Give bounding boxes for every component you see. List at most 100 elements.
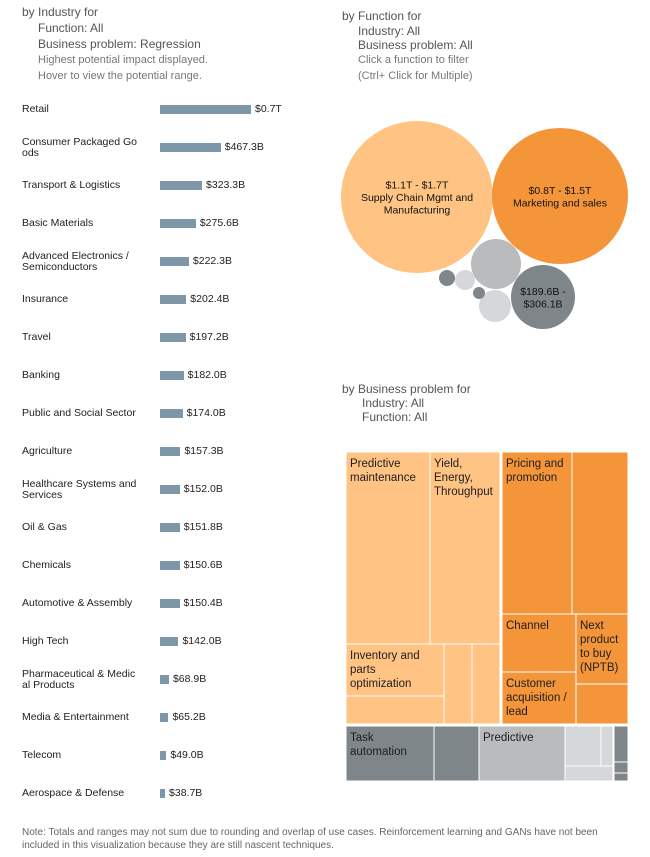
treemap-cell-rect[interactable] — [443, 643, 473, 725]
industry-label[interactable]: Media & Entertainment — [22, 712, 150, 723]
treemap-cell[interactable] — [471, 643, 501, 725]
treemap-cell[interactable]: Predictive — [478, 725, 566, 782]
industry-label[interactable]: Aerospace & Defense — [22, 788, 150, 799]
problem-panel-industry-filter[interactable]: Industry: All — [362, 396, 425, 410]
industry-bar[interactable] — [160, 637, 179, 646]
treemap-cell-rect[interactable] — [575, 683, 629, 725]
industry-label[interactable]: Pharmaceutical & Medic al Products — [22, 669, 150, 691]
treemap-cell-rect[interactable] — [600, 725, 614, 767]
industry-label[interactable]: Basic Materials — [22, 218, 150, 229]
industry-bar[interactable] — [160, 751, 167, 760]
industry-label[interactable]: Chemicals — [22, 560, 150, 571]
industry-bar[interactable] — [160, 789, 166, 798]
industry-label[interactable]: High Tech — [22, 636, 150, 647]
industry-label[interactable]: Automotive & Assembly — [22, 598, 150, 609]
function-bubble[interactable] — [479, 290, 511, 322]
treemap-cell[interactable]: Yield, Energy, Throughput — [429, 452, 501, 645]
industry-bar[interactable] — [160, 371, 184, 380]
industry-bar[interactable] — [160, 561, 180, 570]
treemap-cell[interactable] — [443, 643, 473, 725]
treemap-cell[interactable] — [564, 765, 614, 782]
industry-bar[interactable] — [160, 599, 180, 608]
industry-panel-problem-filter[interactable]: Business problem: Regression — [38, 37, 201, 51]
treemap-cell[interactable]: Task automation — [346, 725, 435, 782]
treemap-cell[interactable]: Channel — [501, 613, 577, 673]
treemap-cell-rect[interactable] — [613, 772, 629, 782]
treemap-cell-rect[interactable] — [471, 643, 501, 725]
industry-panel-function-filter[interactable]: Function: All — [38, 21, 104, 35]
industry-bar[interactable] — [160, 295, 187, 304]
industry-label[interactable]: Public and Social Sector — [22, 408, 150, 419]
industry-bar[interactable] — [160, 333, 186, 342]
industry-bar[interactable] — [160, 219, 196, 228]
treemap-cell[interactable] — [564, 725, 602, 767]
industry-label[interactable]: Oil & Gas — [22, 522, 150, 533]
function-bubble-circle[interactable] — [511, 265, 575, 329]
function-panel-industry-filter[interactable]: Industry: All — [358, 24, 421, 38]
function-bubble-circle[interactable] — [492, 128, 628, 264]
industry-bar[interactable] — [160, 257, 189, 266]
treemap-cell-rect[interactable] — [346, 725, 435, 782]
industry-bar[interactable] — [160, 485, 180, 494]
treemap-cell-rect[interactable] — [564, 725, 602, 767]
function-bubble-circle[interactable] — [439, 270, 455, 286]
industry-label[interactable]: Agriculture — [22, 446, 150, 457]
treemap-cell[interactable] — [571, 452, 629, 615]
function-bubble[interactable] — [455, 270, 475, 290]
industry-bar[interactable] — [160, 105, 251, 114]
treemap-cell[interactable]: Customer acquisition / lead — [501, 671, 577, 725]
treemap-cell-rect[interactable] — [501, 452, 573, 615]
function-panel-problem-filter[interactable]: Business problem: All — [358, 38, 473, 52]
industry-label[interactable]: Consumer Packaged Go ods — [22, 137, 150, 159]
industry-label[interactable]: Advanced Electronics / Semiconductors — [22, 251, 150, 273]
function-bubble-circle[interactable] — [455, 270, 475, 290]
treemap-cell-rect[interactable] — [478, 725, 566, 782]
industry-bar[interactable] — [160, 181, 203, 190]
treemap-cell[interactable] — [613, 725, 629, 763]
treemap-cell-rect[interactable] — [433, 725, 480, 782]
industry-bar[interactable] — [160, 523, 180, 532]
industry-bar[interactable] — [160, 675, 169, 684]
treemap-cell[interactable]: Predictive maintenance — [346, 452, 431, 645]
treemap-cell[interactable] — [613, 772, 629, 782]
treemap-cell-rect[interactable] — [346, 643, 445, 697]
industry-bar[interactable] — [160, 447, 181, 456]
treemap-cell-rect[interactable] — [575, 613, 629, 685]
treemap-cell-rect[interactable] — [564, 765, 614, 782]
treemap-cell-rect[interactable] — [429, 452, 501, 645]
treemap-cell-rect[interactable] — [346, 452, 431, 645]
industry-label[interactable]: Insurance — [22, 294, 150, 305]
function-bubble[interactable]: $189.6B -$306.1B — [511, 265, 575, 329]
treemap-cell[interactable]: Next product to buy (NPTB) — [575, 613, 629, 685]
treemap-cell-rect[interactable] — [613, 725, 629, 763]
function-bubble[interactable] — [471, 239, 521, 289]
industry-bar[interactable] — [160, 713, 169, 722]
industry-label[interactable]: Healthcare Systems and Services — [22, 479, 150, 501]
function-bubble[interactable] — [473, 287, 485, 299]
treemap-cell-rect[interactable] — [571, 452, 629, 615]
treemap-cell[interactable] — [346, 695, 445, 725]
industry-label[interactable]: Telecom — [22, 750, 150, 761]
function-bubble-circle[interactable] — [479, 290, 511, 322]
treemap-cell[interactable] — [613, 761, 629, 774]
industry-label[interactable]: Travel — [22, 332, 150, 343]
industry-label[interactable]: Retail — [22, 104, 150, 115]
treemap-cell[interactable]: Pricing and promotion — [501, 452, 573, 615]
function-bubble[interactable] — [439, 270, 455, 286]
treemap-cell-rect[interactable] — [346, 695, 445, 725]
function-bubble-circle[interactable] — [471, 239, 521, 289]
industry-bar[interactable] — [160, 143, 221, 152]
industry-label[interactable]: Transport & Logistics — [22, 180, 150, 191]
treemap-cell[interactable]: Inventory and parts optimization — [346, 643, 445, 697]
treemap-cell-rect[interactable] — [501, 671, 577, 725]
treemap-cell-rect[interactable] — [501, 613, 577, 673]
treemap-cell[interactable] — [600, 725, 614, 767]
function-bubble-circle[interactable] — [473, 287, 485, 299]
treemap-cell-rect[interactable] — [613, 761, 629, 774]
industry-bar[interactable] — [160, 409, 183, 418]
problem-panel-function-filter[interactable]: Function: All — [362, 410, 428, 424]
treemap-cell[interactable] — [575, 683, 629, 725]
industry-label[interactable]: Banking — [22, 370, 150, 381]
